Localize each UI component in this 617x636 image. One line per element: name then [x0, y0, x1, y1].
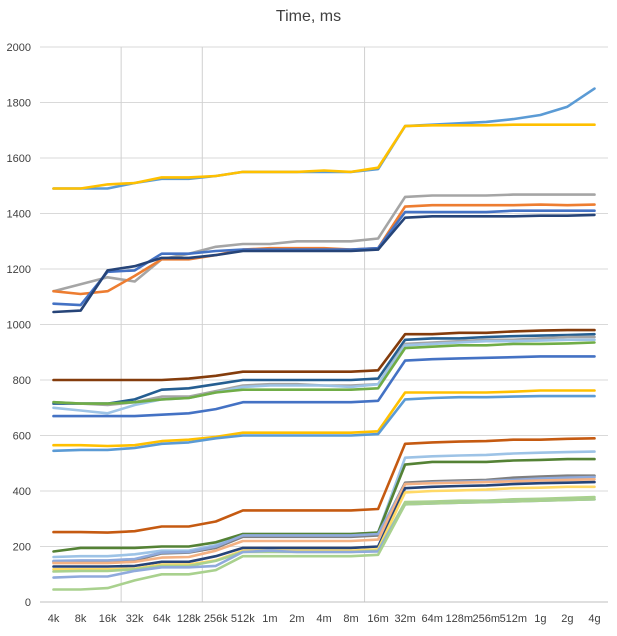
series-line-15 [52, 436, 596, 534]
x-tick-label: 512m [500, 613, 528, 625]
y-tick-label: 600 [13, 431, 31, 443]
series-line-12 [52, 355, 596, 418]
x-tick-label: 4k [48, 613, 60, 625]
y-tick-label: 800 [13, 375, 31, 387]
series-line-10 [52, 338, 596, 415]
x-tick-label: 4m [316, 613, 331, 625]
x-tick-label: 256k [204, 613, 228, 625]
y-tick-label: 1000 [7, 320, 31, 332]
chart-title: Time, ms [275, 8, 342, 25]
x-tick-label: 2g [561, 613, 573, 625]
series-line-11 [52, 341, 596, 405]
x-tick-label: 256m [473, 613, 501, 625]
series-line-1 [52, 87, 596, 190]
y-tick-label: 200 [13, 542, 31, 554]
y-tick-label: 1600 [7, 153, 31, 165]
series-line-20 [52, 477, 596, 565]
y-tick-label: 2000 [7, 42, 31, 54]
y-tick-label: 1800 [7, 98, 31, 110]
x-tick-label: 1g [534, 613, 546, 625]
x-tick-label: 128m [445, 613, 473, 625]
series-layer [52, 87, 596, 591]
x-tick-label: 8k [75, 613, 87, 625]
x-axis: 4k 8k 16k 32k 64k 128k 256k 512k 1m 2m 4m 8m 16m 32m 6… [40, 601, 608, 625]
series-line-3 [52, 193, 596, 293]
series-line-13 [52, 389, 596, 448]
series-line-7 [52, 328, 596, 382]
x-tick-label: 128k [177, 613, 201, 625]
y-tick-label: 1200 [7, 264, 31, 276]
x-tick-label: 32k [126, 613, 144, 625]
grid [40, 46, 608, 603]
y-axis: 0 200 400 600 800 1000 1200 1400 1600 1800 2000 [7, 42, 31, 609]
x-tick-label: 16m [367, 613, 388, 625]
series-line-8 [52, 332, 596, 405]
x-tick-label: 16k [99, 613, 117, 625]
x-tick-label: 1m [262, 613, 277, 625]
x-tick-label: 8m [343, 613, 358, 625]
series-line-6 [52, 213, 596, 314]
x-tick-label: 4g [588, 613, 600, 625]
x-tick-label: 2m [289, 613, 304, 625]
y-tick-label: 0 [25, 597, 31, 609]
x-tick-label: 64m [421, 613, 442, 625]
series-line-25 [52, 497, 596, 591]
y-tick-label: 1400 [7, 209, 31, 221]
x-tick-label: 32m [394, 613, 415, 625]
series-line-17 [52, 457, 596, 553]
series-line-5 [52, 209, 596, 307]
series-line-4 [52, 203, 596, 296]
series-line-21 [52, 480, 596, 568]
series-line-2 [52, 123, 596, 190]
x-tick-label: 512k [231, 613, 255, 625]
series-line-14 [52, 394, 596, 453]
x-tick-label: 64k [153, 613, 171, 625]
y-tick-label: 400 [13, 486, 31, 498]
